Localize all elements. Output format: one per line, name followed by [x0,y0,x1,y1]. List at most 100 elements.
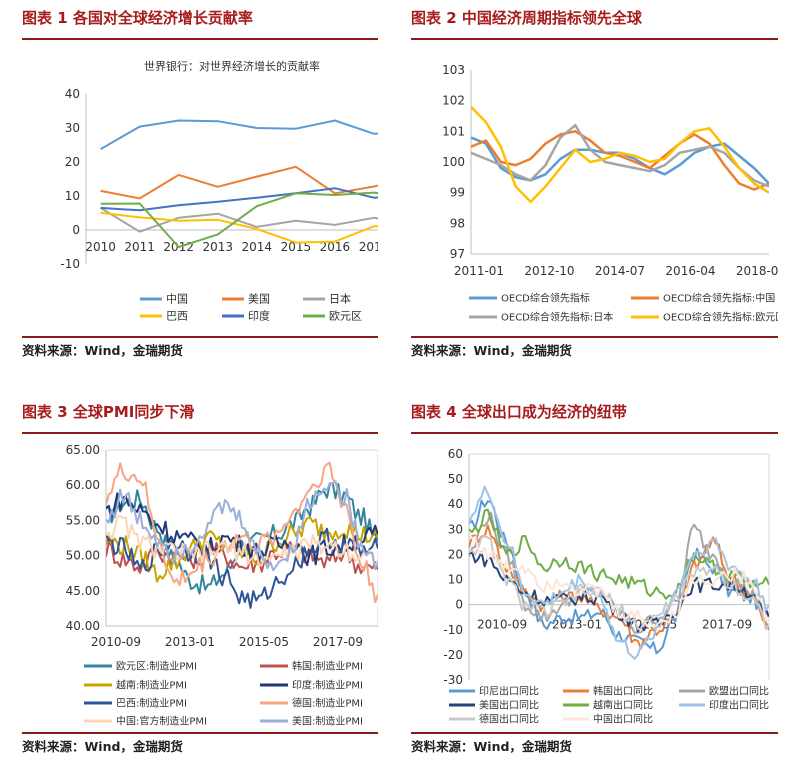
y-tick-label: 0 [455,598,463,612]
x-tick-label: 2011-01 [454,264,504,278]
legend-label: 印度 [248,309,270,323]
y-tick-label: -10 [60,257,80,271]
series-line [471,123,769,188]
legend-label: 德国出口同比 [479,713,539,726]
x-tick-label: 2016-04 [665,264,715,278]
panel-title: 图表 3 全球PMI同步下滑 [22,394,378,434]
series-line [471,105,769,204]
panel-title: 图表 2 中国经济周期指标领先全球 [411,0,778,40]
legend-label: 美国:制造业PMI [292,715,363,728]
y-tick-label: 50 [448,472,463,486]
y-tick-label: 45.00 [66,584,100,598]
y-tick-label: 99 [450,186,465,200]
y-tick-label: 40.00 [66,619,100,633]
series-line [106,480,378,572]
legend-label: 中国:官方制造业PMI [116,715,207,728]
legend-label: 印度:制造业PMI [292,679,363,692]
y-tick-label: 100 [442,155,465,169]
panel-chart-3: 图表 3 全球PMI同步下滑 40.00 45.00 50.00 55.00 60.00… [22,394,378,756]
y-tick-label: 65.00 [66,443,100,457]
x-tick-label: 2017-09 [313,635,363,649]
legend-label: 越南:制造业PMI [116,679,187,692]
legend-label: 欧元区 [329,310,362,323]
y-tick-label: 0 [72,223,80,237]
x-tick-label: 2016 [320,240,351,254]
legend-label: 欧盟出口同比 [709,685,769,698]
x-tick-label: 2015 [281,240,312,254]
legend-label: 韩国:制造业PMI [292,660,363,673]
series-line [100,119,378,150]
series-group [471,105,769,204]
y-tick-label: 40 [448,497,463,511]
x-tick-label: 2014 [242,240,273,254]
legend-label: OECD综合领先指标 [501,292,590,305]
y-tick-label: 102 [442,94,465,108]
x-tick-label: 2013-01 [552,618,602,632]
x-tick-label: 2012-10 [524,264,574,278]
series-line [469,485,769,660]
y-tick-label: 10 [65,189,80,203]
source-note: 资料来源：Wind，金瑞期货 [22,732,378,757]
legend-label: 美国出口同比 [479,699,539,712]
y-tick-label: 40 [65,87,80,101]
panel-chart-1: 图表 1 各国对全球经济增长贡献率 世界银行：对世界经济增长的贡献率 -10 0 10… [22,0,378,362]
legend-label: 欧元区:制造业PMI [116,660,197,673]
series-line [471,136,769,185]
source-note: 资料来源：Wind，金瑞期货 [411,732,778,757]
x-tick-label: 2010 [85,240,116,254]
y-tick-label: -10 [443,623,463,637]
legend-label: 美国 [248,293,270,306]
legend-label: OECD综合领先指标:欧元区 [663,311,778,324]
legend-label: 巴西:制造业PMI [116,697,187,710]
chart-title: 世界银行：对世界经济增长的贡献率 [144,59,320,73]
panel-chart-4: 图表 4 全球出口成为经济的纽带 -30 -20 -10 0 10 20 30 40 50 60 2… [411,394,778,756]
x-tick-label: 2010-09 [91,635,141,649]
series-line [106,514,378,569]
x-tick-label: 2017-09 [702,618,752,632]
legend-label: 巴西 [166,310,188,323]
series-line [469,551,769,633]
series-line [106,461,378,604]
y-tick-label: 10 [448,573,463,587]
series-group [100,119,378,248]
series-line [100,191,378,248]
y-tick-label: 98 [450,216,465,230]
y-tick-label: 60.00 [66,478,100,492]
source-note: 资料来源：Wind，金瑞期货 [411,336,778,361]
legend-label: 韩国出口同比 [593,685,653,698]
panel-title: 图表 4 全球出口成为经济的纽带 [411,394,778,434]
y-tick-label: -20 [443,648,463,662]
y-tick-label: 103 [442,63,465,77]
x-tick-label: 2010-09 [477,618,527,632]
x-tick-label: 2014-07 [595,264,645,278]
legend-label: 中国出口同比 [593,713,653,726]
y-tick-label: 101 [442,124,465,138]
y-tick-label: -30 [443,673,463,687]
panel-title: 图表 1 各国对全球经济增长贡献率 [22,0,378,40]
y-tick-label: 20 [448,547,463,561]
y-tick-label: 30 [448,522,463,536]
legend-label: 印尼出口同比 [479,685,539,698]
x-tick-label: 2011 [124,240,155,254]
x-tick-label: 2013 [202,240,233,254]
x-tick-label: 2015-05 [239,635,289,649]
y-tick-label: 55.00 [66,513,100,527]
series-group [469,485,769,660]
legend-label: OECD综合领先指标:中国 [663,292,775,305]
chart-2-svg: 97 98 99 100 101 102 103 2011-01 2012-10 2014-07 2… [442,63,778,324]
legend-label: 日本 [329,292,351,306]
series-line [469,535,769,631]
y-tick-label: 30 [65,121,80,135]
x-tick-label: 2013-01 [165,635,215,649]
chart-3-svg: 40.00 45.00 50.00 55.00 60.00 65.00 2010-09 201… [66,443,378,728]
y-tick-label: 60 [448,447,463,461]
legend-label: 中国 [166,293,188,306]
y-tick-label: 50.00 [66,549,100,563]
x-tick-label: 2018-01 [736,264,778,278]
series-line [100,187,378,212]
series-line [471,130,769,191]
y-tick-label: 20 [65,155,80,169]
legend-label: OECD综合领先指标:日本 [501,311,613,324]
